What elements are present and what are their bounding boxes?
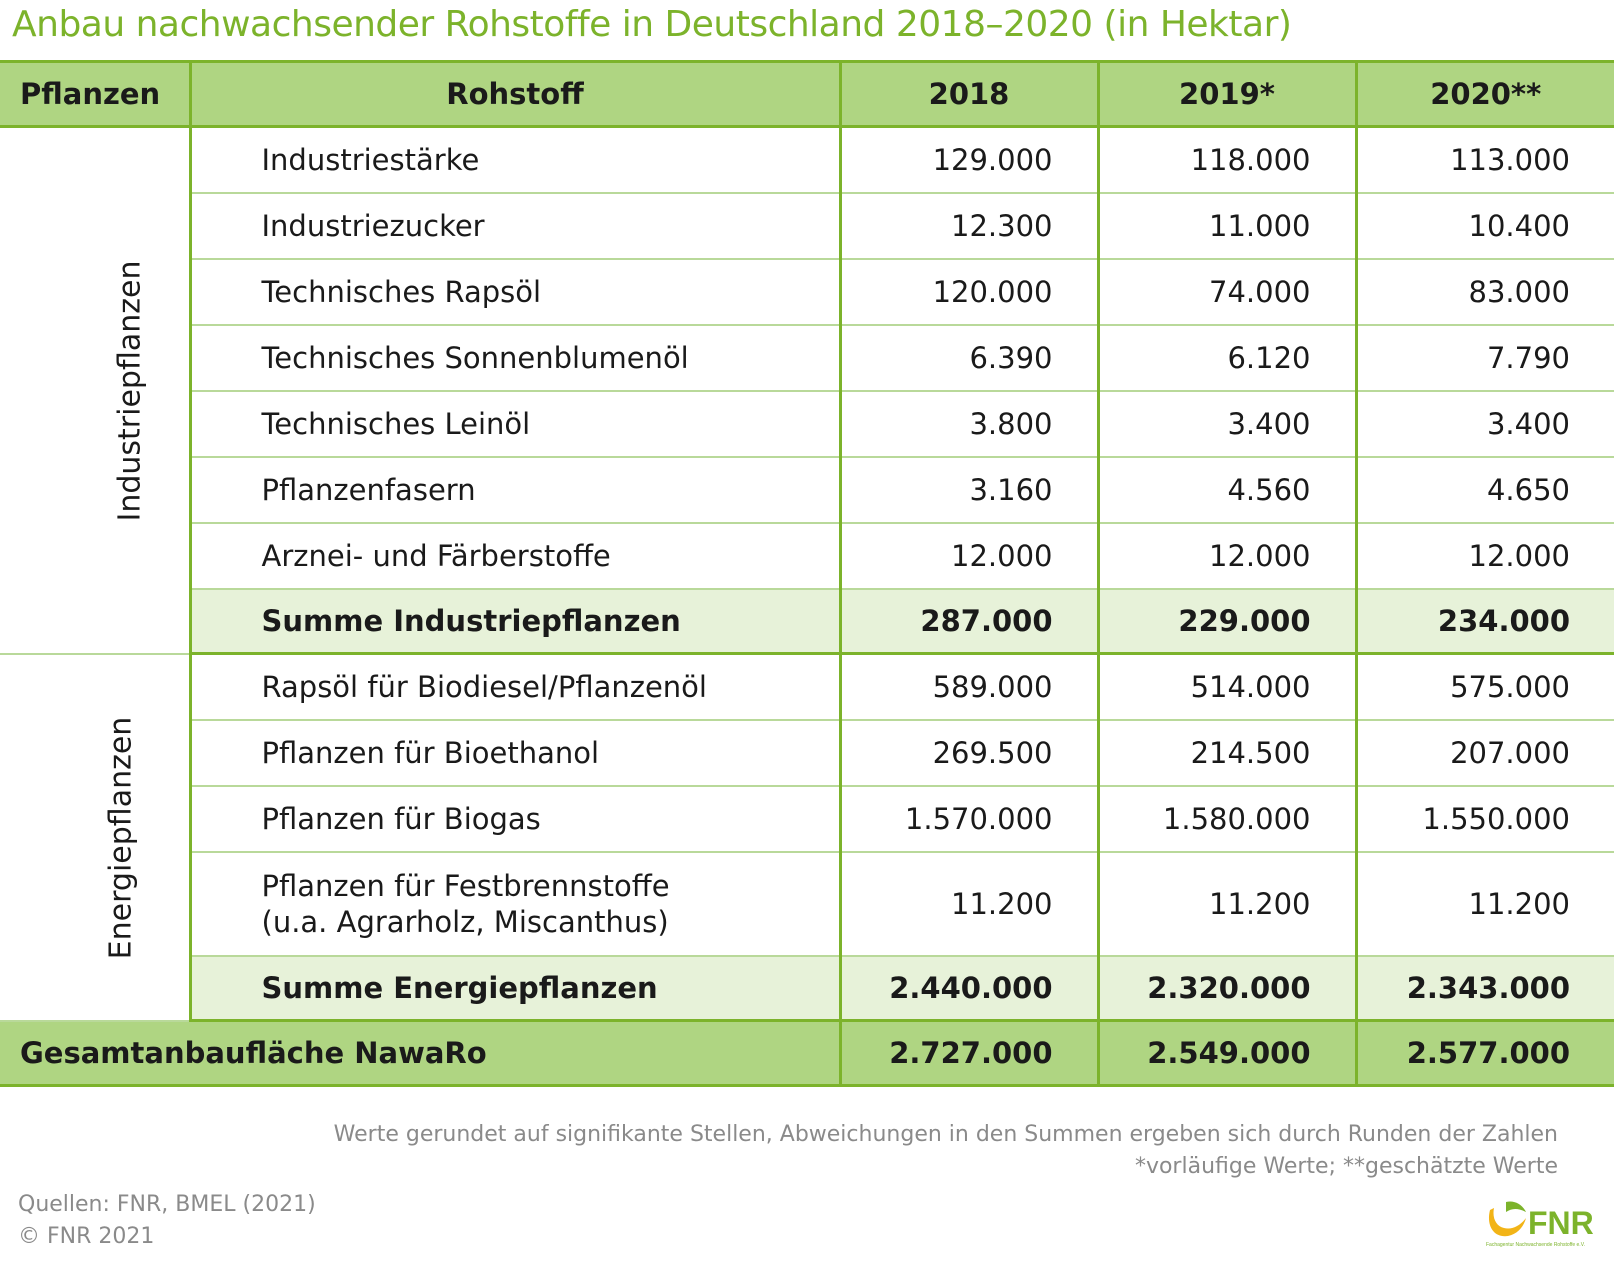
- cell-2018: 11.200: [838, 852, 1098, 957]
- cell-2019: 11.000: [1096, 193, 1356, 260]
- cell-2018: 12.000: [838, 523, 1098, 590]
- page-title: Anbau nachwachsender Rohstoffe in Deutsc…: [12, 4, 1292, 45]
- table-row: Pflanzen für Biogas 1.570.000 1.580.000 …: [0, 786, 1614, 853]
- table-row: Pflanzen für Bioethanol 269.500 214.500 …: [0, 720, 1614, 787]
- row-name-line1: Pflanzen für Festbrennstoffe: [261, 869, 670, 903]
- fnr-logo-text: FNR: [1528, 1205, 1594, 1241]
- cell-2018: 6.390: [838, 325, 1098, 392]
- sum-2019: 2.320.000: [1096, 956, 1356, 1022]
- row-name-line2: (u.a. Agrarholz, Miscanthus): [261, 905, 669, 939]
- row-name: Industriestärke: [188, 126, 840, 194]
- sum-name: Summe Energiepflanzen: [188, 956, 840, 1022]
- cell-2019: 74.000: [1096, 259, 1356, 326]
- row-name: Pflanzen für Bioethanol: [188, 720, 840, 787]
- total-row: Gesamtanbaufläche NawaRo 2.727.000 2.549…: [0, 1020, 1614, 1087]
- fnr-logo-swoosh-icon: [1488, 1208, 1526, 1237]
- group-label-industriepflanzen: Industriepflanzen: [0, 126, 190, 655]
- table-row: Technisches Sonnenblumenöl 6.390 6.120 7…: [0, 325, 1614, 392]
- cell-2019: 4.560: [1096, 457, 1356, 524]
- row-name: Technisches Rapsöl: [188, 259, 840, 326]
- row-name: Pflanzen für Festbrennstoffe (u.a. Agrar…: [188, 852, 840, 957]
- cell-2020: 1.550.000: [1354, 786, 1614, 853]
- source-text: Quellen: FNR, BMEL (2021): [18, 1192, 316, 1217]
- fnr-logo-subtext: Fachagentur Nachwachsende Rohstoffe e.V.: [1486, 1242, 1585, 1248]
- table-row: Arznei- und Färberstoffe 12.000 12.000 1…: [0, 523, 1614, 590]
- cell-2019: 6.120: [1096, 325, 1356, 392]
- table-row: Energiepflanzen Rapsöl für Biodiesel/Pfl…: [0, 653, 1614, 1022]
- column-header-2018: 2018: [838, 60, 1098, 128]
- cell-2020: 113.000: [1354, 126, 1614, 194]
- cell-2018: 269.500: [838, 720, 1098, 787]
- cell-2019: 1.580.000: [1096, 786, 1356, 853]
- cell-2019: 3.400: [1096, 391, 1356, 458]
- row-name: Pflanzenfasern: [188, 457, 840, 524]
- row-name: Technisches Leinöl: [188, 391, 840, 458]
- cell-2020: 575.000: [1354, 653, 1614, 721]
- cell-2018: 589.000: [838, 653, 1098, 721]
- cell-2019: 118.000: [1096, 126, 1356, 194]
- total-2019: 2.549.000: [1096, 1020, 1356, 1087]
- row-name: Rapsöl für Biodiesel/Pflanzenöl: [188, 653, 840, 721]
- cell-2018: 12.300: [838, 193, 1098, 260]
- footnote-estimates: *vorläufige Werte; **geschätzte Werte: [1134, 1154, 1558, 1179]
- row-name: Technisches Sonnenblumenöl: [188, 325, 840, 392]
- group-label-text: Energiepflanzen: [103, 716, 139, 959]
- footnote-rounding: Werte gerundet auf signifikante Stellen,…: [333, 1122, 1558, 1147]
- cell-2020: 12.000: [1354, 523, 1614, 590]
- cell-2020: 10.400: [1354, 193, 1614, 260]
- table-row: Industriezucker 12.300 11.000 10.400: [0, 193, 1614, 260]
- cell-2020: 207.000: [1354, 720, 1614, 787]
- cell-2020: 3.400: [1354, 391, 1614, 458]
- cell-2019: 514.000: [1096, 653, 1356, 721]
- table-row: Pflanzen für Festbrennstoffe (u.a. Agrar…: [0, 852, 1614, 957]
- sum-2018: 2.440.000: [838, 956, 1098, 1022]
- sum-2019: 229.000: [1096, 589, 1356, 655]
- row-name: Industriezucker: [188, 193, 840, 260]
- total-name: Gesamtanbaufläche NawaRo: [0, 1020, 840, 1087]
- group-label-energiepflanzen: Energiepflanzen: [0, 653, 190, 1022]
- total-2018: 2.727.000: [838, 1020, 1098, 1087]
- cell-2020: 11.200: [1354, 852, 1614, 957]
- total-2020: 2.577.000: [1354, 1020, 1614, 1087]
- cell-2020: 4.650: [1354, 457, 1614, 524]
- column-header-rohstoff: Rohstoff: [188, 60, 840, 128]
- cell-2018: 120.000: [838, 259, 1098, 326]
- cell-2019: 214.500: [1096, 720, 1356, 787]
- fnr-logo: FNR Fachagentur Nachwachsende Rohstoffe …: [1486, 1201, 1594, 1248]
- column-header-2020: 2020**: [1354, 60, 1614, 128]
- cell-2020: 7.790: [1354, 325, 1614, 392]
- copyright-text: © FNR 2021: [18, 1224, 155, 1249]
- sum-2018: 287.000: [838, 589, 1098, 655]
- cell-2019: 11.200: [1096, 852, 1356, 957]
- table-row: Technisches Rapsöl 120.000 74.000 83.000: [0, 259, 1614, 326]
- sum-2020: 2.343.000: [1354, 956, 1614, 1022]
- sum-2020: 234.000: [1354, 589, 1614, 655]
- sum-name: Summe Industriepflanzen: [188, 589, 840, 655]
- table-row: Technisches Leinöl 3.800 3.400 3.400: [0, 391, 1614, 458]
- column-header-pflanzen: Pflanzen: [0, 60, 190, 128]
- row-name: Arznei- und Färberstoffe: [188, 523, 840, 590]
- row-name: Pflanzen für Biogas: [188, 786, 840, 853]
- sum-row-industriepflanzen: Summe Industriepflanzen 287.000 229.000 …: [0, 589, 1614, 655]
- fnr-logo-leaf-icon: [1506, 1201, 1526, 1212]
- cell-2019: 12.000: [1096, 523, 1356, 590]
- column-header-2019: 2019*: [1096, 60, 1356, 128]
- sum-row-energiepflanzen: Summe Energiepflanzen 2.440.000 2.320.00…: [0, 956, 1614, 1022]
- cell-2018: 3.800: [838, 391, 1098, 458]
- cell-2020: 83.000: [1354, 259, 1614, 326]
- cell-2018: 129.000: [838, 126, 1098, 194]
- table-row: Pflanzenfasern 3.160 4.560 4.650: [0, 457, 1614, 524]
- group-label-text: Industriepflanzen: [112, 260, 148, 522]
- table-header-row: Pflanzen Rohstoff 2018 2019* 2020**: [0, 60, 1614, 128]
- data-table: Pflanzen Rohstoff 2018 2019* 2020** Indu…: [0, 60, 1614, 1087]
- cell-2018: 3.160: [838, 457, 1098, 524]
- cell-2018: 1.570.000: [838, 786, 1098, 853]
- table-row: Industriepflanzen Industriestärke 129.00…: [0, 126, 1614, 655]
